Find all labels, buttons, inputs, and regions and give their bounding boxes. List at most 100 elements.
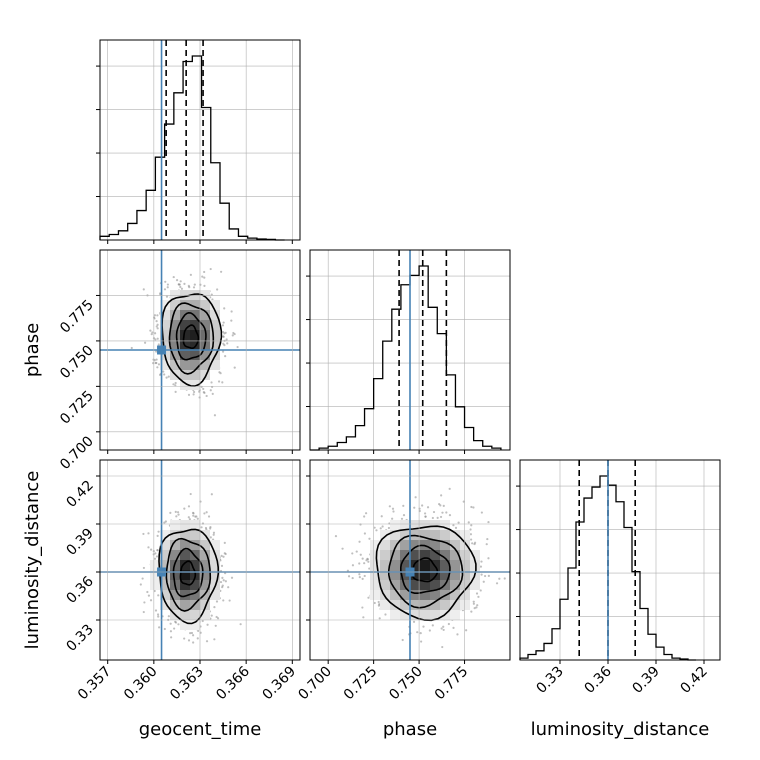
scatter-point xyxy=(169,630,173,633)
density-cell xyxy=(390,550,400,560)
tick-label-x: 0.700 xyxy=(295,664,335,704)
density-cell xyxy=(370,580,380,590)
scatter-point xyxy=(154,332,157,335)
contour-line xyxy=(175,311,207,361)
scatter-point xyxy=(164,280,167,283)
scatter-point xyxy=(210,493,213,496)
scatter-point xyxy=(147,594,151,597)
scatter-point xyxy=(196,517,199,520)
density-cell xyxy=(200,610,210,620)
scatter-point xyxy=(177,283,181,286)
scatter-point xyxy=(205,394,208,398)
scatter-point xyxy=(503,577,506,580)
scatter-point xyxy=(143,601,146,604)
density-cell xyxy=(410,540,420,550)
density-cell xyxy=(390,530,400,540)
density-cell xyxy=(180,290,190,300)
tick-label-y: 0.33 xyxy=(63,622,96,655)
density-cell xyxy=(180,590,190,600)
density-cell xyxy=(400,530,410,540)
scatter-point xyxy=(192,390,196,394)
scatter-point xyxy=(368,537,371,540)
scatter-point xyxy=(487,520,490,524)
density-cell xyxy=(380,570,390,580)
scatter-point xyxy=(485,543,488,546)
scatter-point xyxy=(212,533,215,536)
scatter-point xyxy=(239,623,242,626)
scatter-point xyxy=(477,595,480,598)
density-cell xyxy=(440,550,450,560)
density-cell xyxy=(460,550,470,560)
density-cell xyxy=(190,340,200,350)
tick-label-x: 0.775 xyxy=(432,664,472,704)
density-cell xyxy=(200,370,210,380)
scatter-point xyxy=(220,564,224,567)
scatter-point xyxy=(442,628,445,632)
scatter-point xyxy=(211,392,214,395)
scatter-point xyxy=(448,514,452,517)
contour-line xyxy=(165,537,212,612)
density-cell xyxy=(200,360,210,370)
scatter-point xyxy=(222,599,225,602)
scatter-point xyxy=(163,521,166,524)
scatter-point xyxy=(183,637,186,640)
scatter-point xyxy=(142,532,145,536)
scatter-point xyxy=(204,526,208,530)
density-cell xyxy=(410,580,420,590)
panel-2d-phase-luminosity_distance xyxy=(310,460,510,660)
scatter-point xyxy=(470,505,473,509)
scatter-point xyxy=(358,562,361,565)
scatter-point xyxy=(149,329,152,332)
scatter-point xyxy=(467,521,470,524)
tick-label-x: 0.360 xyxy=(121,664,161,704)
density-cell xyxy=(390,520,400,530)
density-cell xyxy=(390,540,400,550)
scatter-point xyxy=(473,607,476,610)
density-cell xyxy=(190,300,200,310)
scatter-point xyxy=(367,596,370,599)
scatter-point xyxy=(334,535,338,538)
scatter-point xyxy=(174,620,177,623)
scatter-point xyxy=(192,634,195,637)
scatter-point xyxy=(428,629,431,632)
density-cell xyxy=(460,600,470,610)
scatter-point xyxy=(358,576,361,579)
scatter-point xyxy=(189,492,192,496)
scatter-point xyxy=(358,573,361,576)
scatter-point xyxy=(172,383,175,386)
density-cell xyxy=(160,360,170,370)
density-cell xyxy=(170,320,180,330)
density-cell xyxy=(380,580,390,590)
scatter-point xyxy=(363,562,366,565)
scatter-point xyxy=(220,270,223,273)
scatter-point xyxy=(209,267,212,271)
scatter-point xyxy=(157,594,160,597)
density-cell xyxy=(170,530,180,540)
scatter-point xyxy=(364,512,368,515)
tick-label-y: 0.775 xyxy=(57,297,97,337)
scatter-point xyxy=(224,552,227,556)
density-cell xyxy=(430,550,440,560)
scatter-point xyxy=(167,241,169,243)
density-cell xyxy=(420,590,430,600)
scatter-point xyxy=(380,515,383,518)
density-cell xyxy=(170,570,180,580)
scatter-point xyxy=(157,530,160,533)
density-cell xyxy=(410,570,420,580)
density-cell xyxy=(390,570,400,580)
density-cell xyxy=(160,530,170,540)
density-cell xyxy=(430,530,440,540)
scatter-point xyxy=(391,507,395,510)
scatter-point xyxy=(222,555,225,558)
density-cell xyxy=(170,600,180,610)
density-cell xyxy=(200,320,210,330)
scatter-point xyxy=(223,332,226,335)
density-cell xyxy=(190,320,200,330)
density-cell xyxy=(370,540,380,550)
scatter-point xyxy=(174,381,177,385)
scatter-point xyxy=(373,526,376,529)
density-cell xyxy=(170,540,180,550)
scatter-point xyxy=(165,376,168,379)
scatter-point xyxy=(221,381,224,384)
scatter-point xyxy=(388,505,391,508)
